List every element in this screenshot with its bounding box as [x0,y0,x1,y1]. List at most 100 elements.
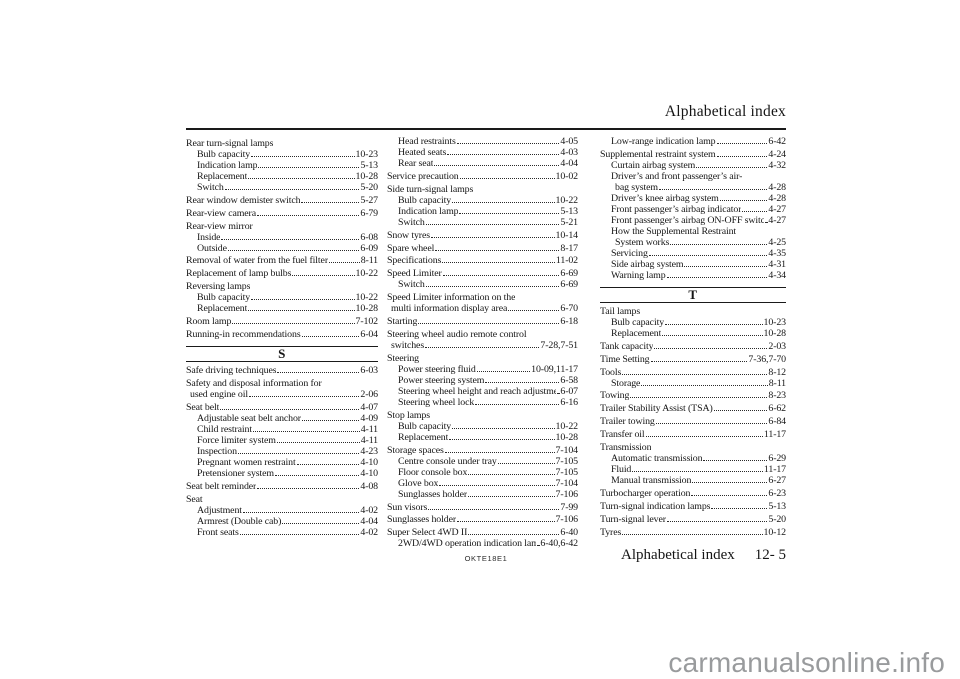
index-entry-line1: How the Supplemental Restraint [600,226,786,237]
dot-leader [242,511,360,513]
entry-label: System works [615,236,670,248]
footer-section-label: Alphabetical index [621,547,735,563]
entry-label: Rear seat [398,158,434,169]
entry-label: Heated seats [398,147,447,158]
entry-page-number: 6-18 [560,316,578,328]
index-entry: Indication lamp 5-13 [186,160,378,171]
dot-leader [257,487,360,489]
index-entry: Sunglasses holder 7-106 [387,514,578,525]
entry-label: Snow tyres [387,229,430,241]
entry-label: Seat belt reminder [186,480,257,492]
entry-label: Bulb capacity [197,148,251,160]
entry-page-number: 6-70 [560,303,578,315]
entry-page-number: 4-05 [560,136,578,147]
dot-leader [459,177,555,179]
entry-page-number: 10-28 [555,431,579,443]
group-label: Rear-view mirror [186,220,253,232]
dot-leader [256,214,360,216]
index-entry: Snow tyres 10-14 [387,230,578,241]
entry-page-number: 7-99 [560,501,578,513]
entry-label: Speed Limiter [387,268,442,280]
entry-label: bag system [615,181,658,193]
entry-label: Tank capacity [600,340,654,352]
entry-page-number: 10-02 [555,170,579,182]
entry-page-number: 5-21 [560,216,578,228]
entry-page-number: 6-16 [560,396,578,408]
entry-page-number: 7-28,7-51 [540,340,578,352]
dot-leader [425,223,560,225]
entry-page-number: 7-106 [555,514,579,526]
entry-page-number: 4-28 [768,192,786,204]
section-letter: S [186,346,378,363]
entry-label: Towing [600,390,630,402]
entry-label: Adjustment [197,504,242,516]
dot-leader [292,275,355,277]
dot-leader [655,423,768,425]
index-entry: Trailer towing 6-84 [600,416,786,427]
entry-label: Fluid [611,464,632,476]
entry-page-number: 7-106 [555,488,579,500]
entry-page-number: 6-03 [360,365,378,377]
entry-label: Side airbag system [611,258,684,270]
document-code: OKTE18E1 [464,554,508,563]
dot-leader [703,460,768,462]
entry-page-number: 5-13 [360,159,378,171]
dot-leader [641,384,768,386]
dot-leader [248,177,355,179]
index-entry: multi information display area 6-70 [387,303,578,314]
dot-leader [475,403,560,405]
entry-page-number: 10-22 [555,420,579,432]
entry-label: Automatic transmission [611,453,703,465]
index-entry: Replacement 10-28 [600,328,786,339]
entry-label: Front passenger’s airbag indicator [611,203,742,215]
index-entry: Removal of water from the fuel filter 8-1… [186,255,378,266]
entry-label: Power steering system [398,374,485,386]
index-entry: Outside 6-09 [186,243,378,254]
entry-page-number: 4-04 [560,158,578,169]
dot-leader [716,155,768,157]
entry-page-number: 6-84 [768,416,786,428]
entry-label: Bulb capacity [611,316,665,328]
index-entry: Bulb capacity 10-23 [186,149,378,160]
index-entry: Bulb capacity 10-22 [387,195,578,206]
dot-leader [508,310,560,312]
entry-page-number: 6-58 [560,374,578,386]
entry-page-number: 5-13 [560,205,578,217]
index-entry: Time Setting 7-36,7-70 [600,354,786,365]
index-entry: Pregnant women restraint 4-10 [186,457,378,468]
dot-leader [654,347,768,349]
entry-page-number: 6-62 [768,403,786,415]
index-entry: Tyres 10-12 [600,527,786,538]
entry-page-number: 4-02 [360,504,378,516]
index-entry: Power steering fluid 10-09,11-17 [387,364,578,375]
entry-page-number: 8-12 [768,366,786,378]
entry-page-number: 4-03 [560,147,578,158]
dot-leader [258,166,360,168]
index-entry: Warning lamp 4-34 [600,270,786,281]
entry-page-number: 5-20 [360,181,378,193]
entry-label: Tools [600,366,622,378]
entry-page-number: 6-69 [560,268,578,280]
entry-label: Seat belt [186,401,220,413]
entry-label: Trailer Stability Assist (TSA) [600,403,713,415]
dot-leader [622,533,763,535]
entry-page-number: 8-11 [768,377,786,389]
index-entry: Automatic transmission 6-29 [600,453,786,464]
index-entry: Rear-view camera 6-79 [186,208,378,219]
dot-leader [632,471,763,473]
index-entry: Spare wheel 8-17 [387,243,578,254]
entry-label: Centre console under tray [398,455,497,467]
entry-page-number: 8-17 [560,242,578,254]
entry-label: Pregnant women restraint [197,456,296,468]
dot-leader [645,436,763,438]
entry-label: switches [391,340,425,352]
entry-label: Curtain airbag system [611,159,696,171]
entry-page-number: 7-36,7-70 [748,353,786,365]
index-entry-line1: Safety and disposal information for [186,378,378,389]
dot-leader [684,265,768,267]
entry-label: Inside [197,231,221,243]
index-entry: Servicing 4-35 [600,248,786,259]
entry-page-number: 4-32 [768,159,786,171]
index-entry: Adjustable seat belt anchor 4-09 [186,413,378,424]
index-entry: Speed Limiter 6-69 [387,268,578,279]
